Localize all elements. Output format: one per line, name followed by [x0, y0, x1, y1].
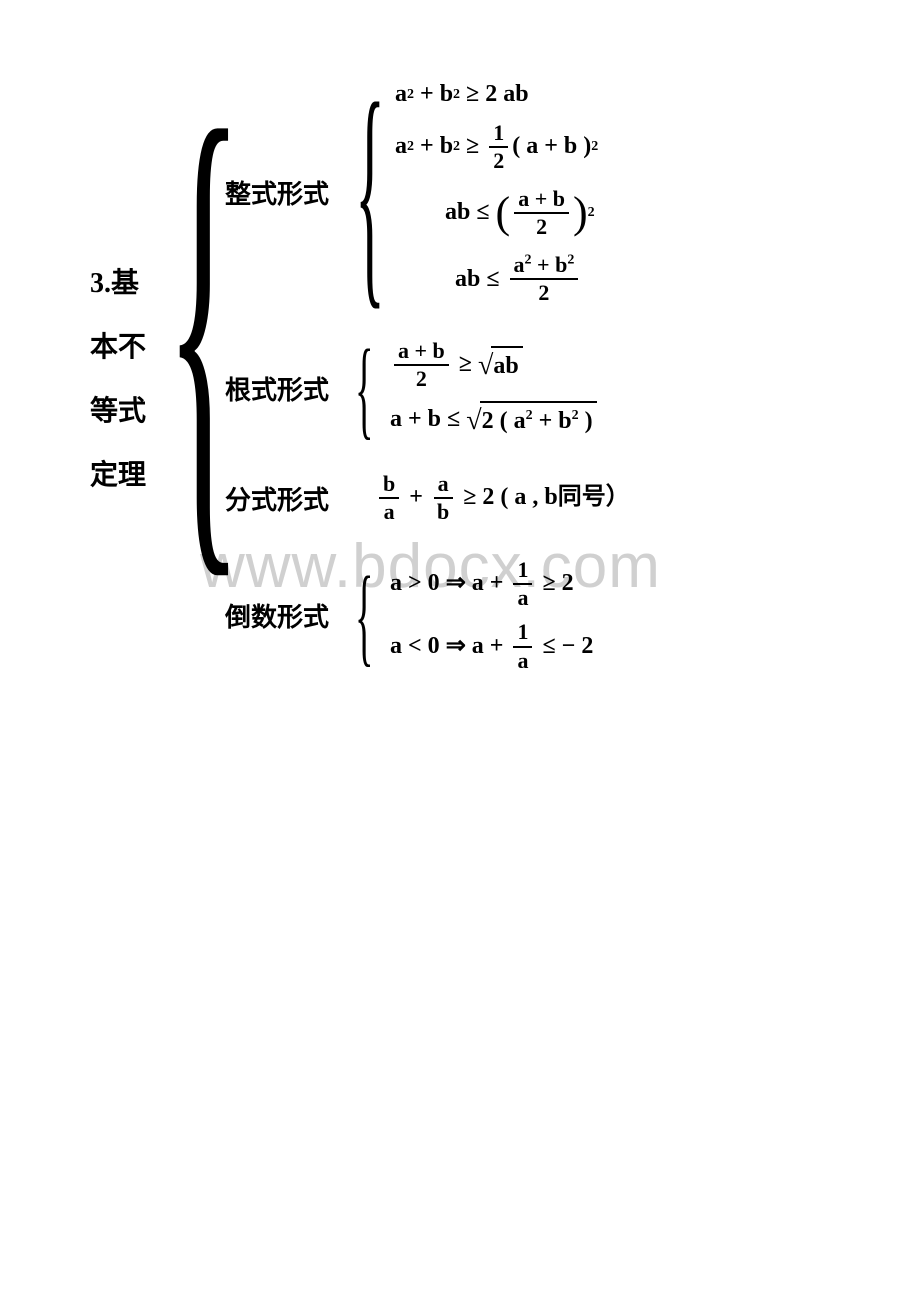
daoshu-f1: a > 0 ⇒ a + 1a ≥ 2	[390, 557, 593, 612]
section-label: 3.基 本不 等式 定理	[90, 256, 150, 512]
fenshi-label: 分式形式	[225, 480, 355, 517]
daoshu-formulas: a > 0 ⇒ a + 1a ≥ 2 a < 0 ⇒ a + 1a	[390, 549, 593, 683]
daoshu-brace: {	[355, 566, 362, 665]
zhengshi-f3: ab ≤ ( a + b2 )2	[395, 182, 598, 244]
daoshu-label: 倒数形式	[225, 597, 355, 634]
section-num: 3.	[90, 268, 111, 299]
zhengshi-f2: a2 + b2 ≥ 12 ( a + b )2	[395, 120, 598, 175]
title-line-0: 基	[111, 268, 139, 299]
genshi-f1: a + b2 ≥ √ab	[390, 338, 597, 393]
math-block: { 整式形式 { a2 + b2 ≥ 2 ab a2 +	[170, 70, 630, 697]
title-line-2: 等式	[90, 384, 150, 440]
genshi-f2: a + b ≤ √2 ( a2 + b2 )	[390, 401, 597, 440]
zhengshi-f4: ab ≤ a2 + b22	[395, 252, 598, 307]
daoshu-f2: a < 0 ⇒ a + 1a ≤ − 2	[390, 619, 593, 674]
title-line-3: 定理	[90, 448, 150, 504]
form-genshi: 根式形式 { a + b2 ≥ √ab a + b ≤ √2 ( a2 + b2…	[225, 330, 630, 448]
zhengshi-formulas: a2 + b2 ≥ 2 ab a2 + b2 ≥ 12 ( a + b )2	[395, 70, 598, 315]
form-daoshu: 倒数形式 { a > 0 ⇒ a + 1a ≥ 2 a < 0 ⇒	[225, 549, 630, 683]
genshi-brace: {	[355, 339, 362, 438]
form-zhengshi: 整式形式 { a2 + b2 ≥ 2 ab a2 + b2 ≥	[225, 70, 630, 315]
main-content: 3.基 本不 等式 定理 { 整式形式 { a2 + b2 ≥ 2 ab	[90, 70, 630, 697]
main-brace: {	[165, 70, 243, 572]
fenshi-f1: ba + ab ≥ 2 ( a , b 同号）	[375, 471, 630, 526]
zhengshi-f1: a2 + b2 ≥ 2 ab	[395, 78, 598, 112]
forms-container: 整式形式 { a2 + b2 ≥ 2 ab a2 + b2 ≥	[225, 70, 630, 682]
fenshi-formulas: ba + ab ≥ 2 ( a , b 同号）	[375, 463, 630, 534]
genshi-formulas: a + b2 ≥ √ab a + b ≤ √2 ( a2 + b2 )	[390, 330, 597, 448]
genshi-label: 根式形式	[225, 370, 355, 407]
form-fenshi: 分式形式 ba + ab ≥ 2 ( a , b 同号）	[225, 463, 630, 534]
zhengshi-label: 整式形式	[225, 174, 355, 211]
title-line-1: 本不	[90, 320, 150, 376]
zhengshi-brace: {	[355, 76, 361, 309]
